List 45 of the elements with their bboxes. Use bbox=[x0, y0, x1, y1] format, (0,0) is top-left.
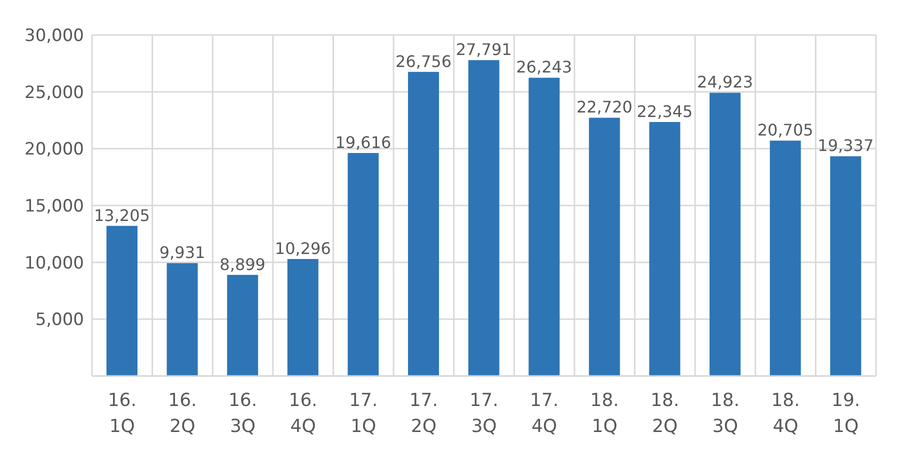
data-label: 13,205 bbox=[94, 206, 150, 225]
y-tick-label: 5,000 bbox=[35, 310, 84, 330]
x-tick-label: 16. 1Q bbox=[108, 390, 136, 437]
x-tick-label: 16. 2Q bbox=[168, 390, 197, 437]
data-label: 26,756 bbox=[396, 52, 452, 71]
x-tick-label: 17. 4Q bbox=[530, 390, 559, 437]
data-label: 26,243 bbox=[516, 58, 572, 77]
x-tick-label: 18. 3Q bbox=[710, 390, 740, 437]
x-tick-label: 17. 1Q bbox=[349, 390, 378, 437]
x-tick-label: 17. 2Q bbox=[409, 390, 438, 437]
x-tick-label: 17. 3Q bbox=[470, 390, 498, 437]
bar bbox=[166, 263, 198, 376]
x-tick-label: 16. 3Q bbox=[228, 390, 258, 437]
x-tick-label: 18. 1Q bbox=[590, 390, 619, 437]
bar bbox=[710, 92, 741, 376]
bar bbox=[588, 118, 620, 376]
data-label: 10,296 bbox=[274, 238, 331, 258]
x-tick-label: 16. 4Q bbox=[288, 390, 318, 437]
data-label: 22,720 bbox=[576, 98, 632, 117]
x-tick-label: 19. 1Q bbox=[832, 390, 860, 437]
data-label: 22,345 bbox=[636, 102, 693, 122]
x-tick-label: 18. 2Q bbox=[650, 390, 680, 437]
data-label: 9,931 bbox=[159, 243, 206, 262]
data-label: 8,899 bbox=[220, 254, 266, 274]
x-tick-label: 18. 4Q bbox=[771, 390, 800, 437]
data-label: 19,616 bbox=[335, 133, 392, 152]
bar bbox=[468, 60, 500, 376]
data-label: 19,337 bbox=[818, 136, 874, 156]
y-tick-label: 10,000 bbox=[24, 253, 84, 274]
y-tick-label: 30,000 bbox=[24, 26, 84, 46]
bar bbox=[287, 258, 318, 376]
data-label: 24,923 bbox=[697, 72, 754, 92]
bar bbox=[227, 274, 258, 376]
bar bbox=[528, 78, 560, 376]
bar bbox=[770, 140, 801, 376]
data-label: 27,791 bbox=[456, 40, 512, 60]
y-tick-label: 15,000 bbox=[24, 196, 84, 217]
bar bbox=[649, 122, 680, 376]
bar bbox=[830, 156, 862, 376]
bar bbox=[408, 72, 440, 376]
bar bbox=[106, 226, 138, 376]
data-label: 20,705 bbox=[757, 120, 814, 140]
bar bbox=[348, 153, 379, 376]
y-tick-label: 25,000 bbox=[24, 82, 84, 103]
y-tick-label: 20,000 bbox=[24, 140, 84, 160]
